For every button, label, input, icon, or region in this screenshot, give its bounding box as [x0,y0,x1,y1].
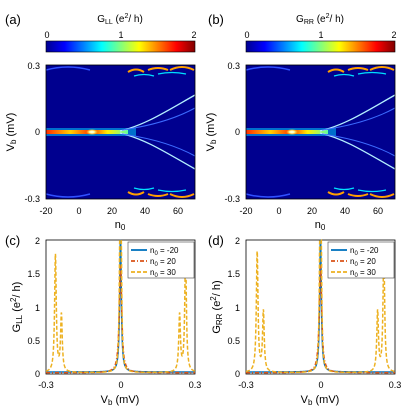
panel-a-label: (a) [5,12,21,27]
axes-d-ticks: 2 1.5 1 0.5 0 -0.3 0 0.3 [227,236,401,390]
panel-d-label: (d) [208,233,224,248]
xtick-c-1: 0 [118,380,123,390]
ytick-c-0: 2 [35,236,40,246]
xtick-a-2: 20 [107,206,117,216]
xlabel-b: n0 [315,219,326,232]
colorbar-b [245,40,396,53]
xtick-a-1: 0 [76,206,81,216]
heatmap-a [45,64,196,200]
xtick-a-3: 40 [140,206,150,216]
panel-b: (b) GRR (e2/ h) 0 1 2 0.3 0 -0.3 - [205,12,397,232]
xtick-c-0: -0.3 [38,380,54,390]
ytick-a-2: -0.3 [24,194,40,204]
ytick-c-4: 0 [35,369,40,379]
axes-c-ticks: 2 1.5 1 0.5 0 -0.3 0 0.3 [27,236,201,390]
ytick-a-0: 0.3 [27,61,40,71]
colorbar-b-tick-0: 0 [244,30,249,40]
xtick-b-1: 0 [276,206,281,216]
legend-d-entry-2: n0 = 30 [350,268,376,279]
ytick-b-1: 0 [235,127,240,137]
legend-d-entry-0: n0 = -20 [350,246,379,257]
ytick-d-3: 0.5 [227,336,240,346]
legend-c: n0 = -20 n0 = 20 n0 = 30 [127,241,195,279]
xtick-d-1: 0 [318,380,323,390]
xtick-d-2: 0.3 [389,380,402,390]
xlabel-d: Vb (mV) [301,394,340,407]
xlabel-c: Vb (mV) [101,394,140,407]
series-line-d-1 [246,265,395,374]
ytick-b-2: -0.3 [224,194,240,204]
ytick-d-4: 0 [235,369,240,379]
colorbar-a-tick-2: 2 [191,30,196,40]
panel-c: (c) 2 1.5 1 0.5 0 -0.3 0 0.3 GLL (e2/ h)… [5,233,201,407]
ylabel-b: Vb (mV) [205,113,218,152]
ylabel-d: GRR (e2/ h) [209,280,224,333]
panel-d: (d) 2 1.5 1 0.5 0 -0.3 0 0.3 GRR (e2/ h)… [208,233,401,407]
ytick-d-2: 1 [235,303,240,313]
ylabel-c: GLL (e2/ h) [9,282,24,333]
xlabel-a: n0 [115,219,126,232]
ytick-d-1: 1.5 [227,269,240,279]
xtick-c-2: 0.3 [189,380,202,390]
panel-a: (a) GLL (e2/ h) 0 1 2 0. [5,12,197,232]
axes-b-ticks: 0.3 0 -0.3 -20 0 20 40 60 [224,61,383,216]
ytick-c-1: 1.5 [27,269,40,279]
ytick-c-3: 0.5 [27,336,40,346]
colorbar-b-tick-1: 1 [318,30,323,40]
line-plot-d [245,239,396,374]
legend-c-entry-0: n0 = -20 [150,246,179,257]
xtick-d-0: -0.3 [238,380,254,390]
ytick-a-1: 0 [35,127,40,137]
legend-d-entry-1: n0 = 20 [350,257,376,268]
xtick-a-0: -20 [39,206,52,216]
colorbar-b-tick-2: 2 [391,30,396,40]
colorbar-a-title: GLL (e2/ h) [97,13,143,26]
xtick-b-3: 40 [340,206,350,216]
panel-b-label: (b) [208,12,224,27]
xtick-b-0: -20 [239,206,252,216]
line-plot-c [45,239,196,374]
colorbar-a-tick-0: 0 [44,30,49,40]
ytick-d-0: 2 [235,236,240,246]
heatmap-b [245,64,396,200]
xtick-a-4: 60 [173,206,183,216]
legend-d: n0 = -20 n0 = 20 n0 = 30 [327,241,395,279]
ytick-b-0: 0.3 [227,61,240,71]
xtick-b-2: 20 [307,206,317,216]
axes-a-ticks: 0.3 0 -0.3 -20 0 20 40 60 [24,61,183,216]
panel-c-label: (c) [5,233,20,248]
ytick-c-2: 1 [35,303,40,313]
legend-c-entry-2: n0 = 30 [150,268,176,279]
colorbar-b-title: GRR (e2/ h) [296,13,344,26]
series-line-c-1 [46,265,195,374]
xtick-b-4: 60 [373,206,383,216]
colorbar-a [45,40,196,53]
legend-c-entry-1: n0 = 20 [150,257,176,268]
ylabel-a: Vb (mV) [5,113,18,152]
colorbar-a-tick-1: 1 [118,30,123,40]
